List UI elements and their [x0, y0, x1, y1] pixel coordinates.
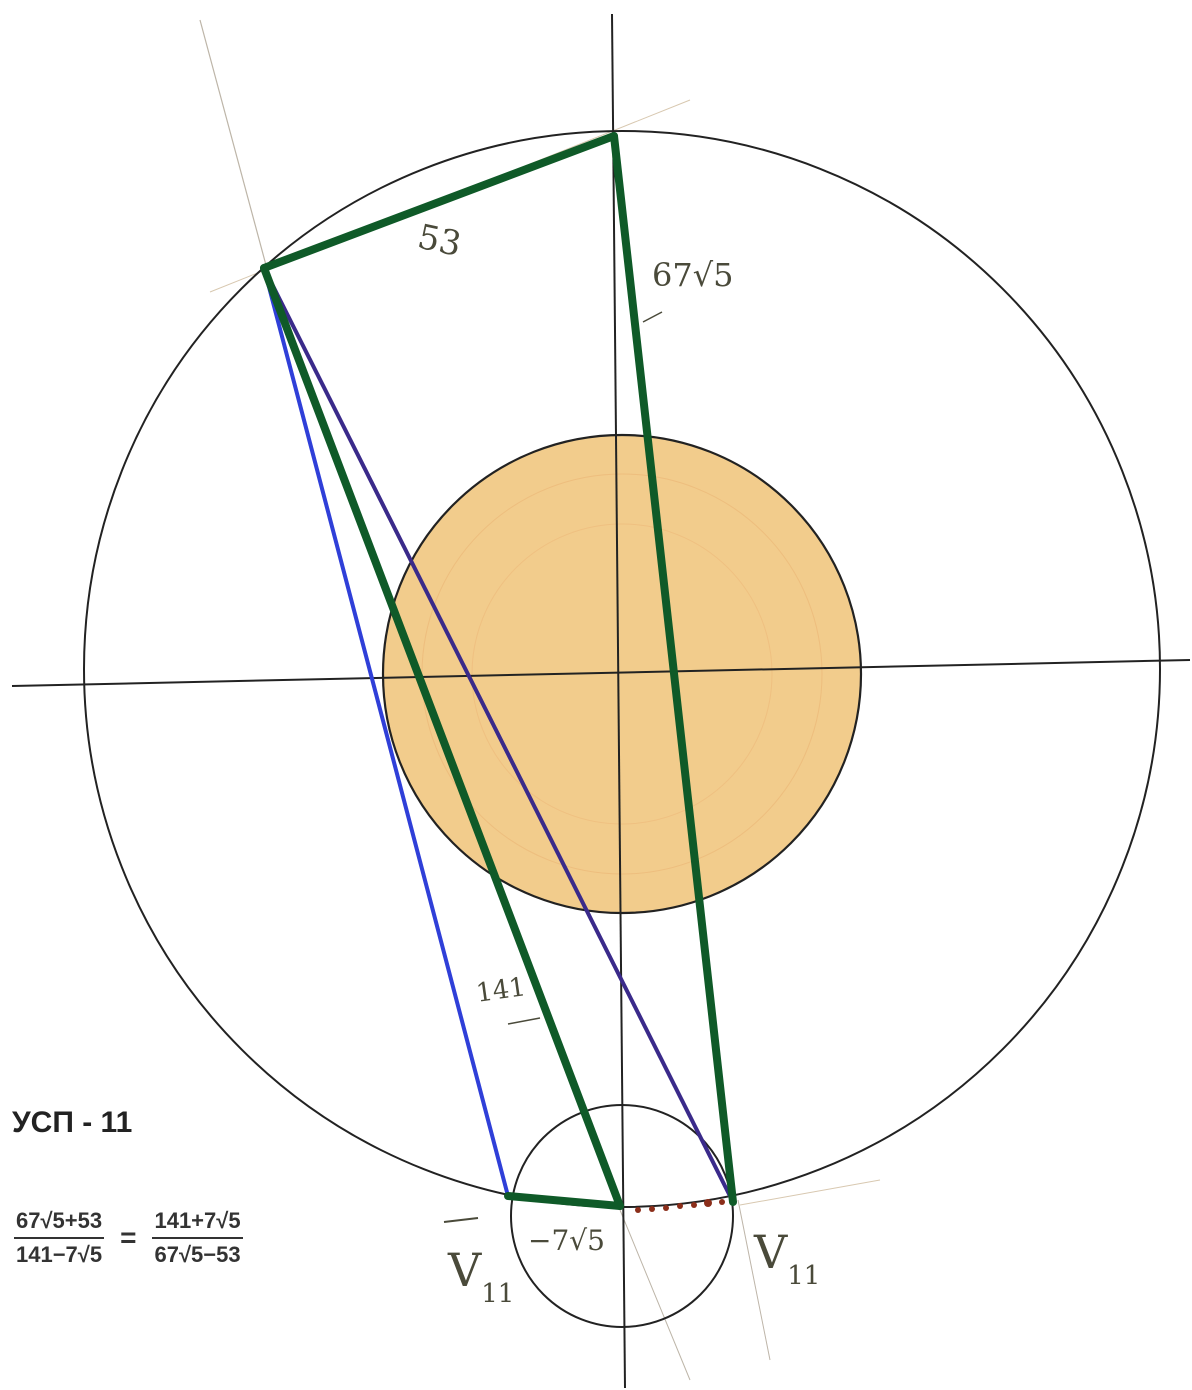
green-segment-top	[260, 132, 618, 272]
rhs-numerator: 141+7√5	[152, 1208, 243, 1239]
vertex-label-right: V11	[753, 1225, 820, 1291]
lhs-numerator: 67√5+53	[14, 1208, 105, 1239]
construction-line	[199, 19, 271, 281]
diagram-title: УСП - 11	[12, 1106, 133, 1139]
label-minus-7sqrt5: −7√5	[528, 1224, 605, 1257]
equals-sign: =	[120, 1222, 137, 1253]
green-segment-right	[610, 132, 737, 1206]
label-67sqrt5: 67√5	[652, 256, 733, 294]
vertex-label-left: V11	[447, 1243, 514, 1309]
vertical-axis	[611, 13, 626, 1389]
lhs-denominator: 141−7√5	[16, 1242, 103, 1267]
construction-line	[739, 1179, 881, 1206]
blue-segment	[262, 267, 510, 1197]
vertex-left-overbar	[443, 1217, 479, 1223]
green-segment-bottom	[504, 1192, 624, 1210]
ratio-formula: 67√5+53 141−7√5 = 141+7√5 67√5−53	[14, 1208, 243, 1268]
inner-circle-sun	[381, 433, 863, 915]
green-segment-diagonal	[260, 264, 624, 1210]
red-dotted-segment	[635, 1199, 725, 1213]
rhs-denominator: 67√5−53	[154, 1242, 241, 1267]
sun-texture	[471, 523, 773, 825]
label-tick	[642, 311, 663, 323]
construction-line	[619, 1209, 691, 1381]
label-141: 141	[474, 972, 527, 1009]
label-tick	[507, 1017, 541, 1025]
label-53: 53	[414, 217, 465, 265]
rhs-fraction: 141+7√5 67√5−53	[152, 1208, 243, 1268]
construction-line	[737, 1199, 771, 1361]
horizontal-axis	[11, 659, 1191, 687]
lhs-fraction: 67√5+53 141−7√5	[14, 1208, 105, 1268]
violet-segment	[262, 267, 735, 1203]
